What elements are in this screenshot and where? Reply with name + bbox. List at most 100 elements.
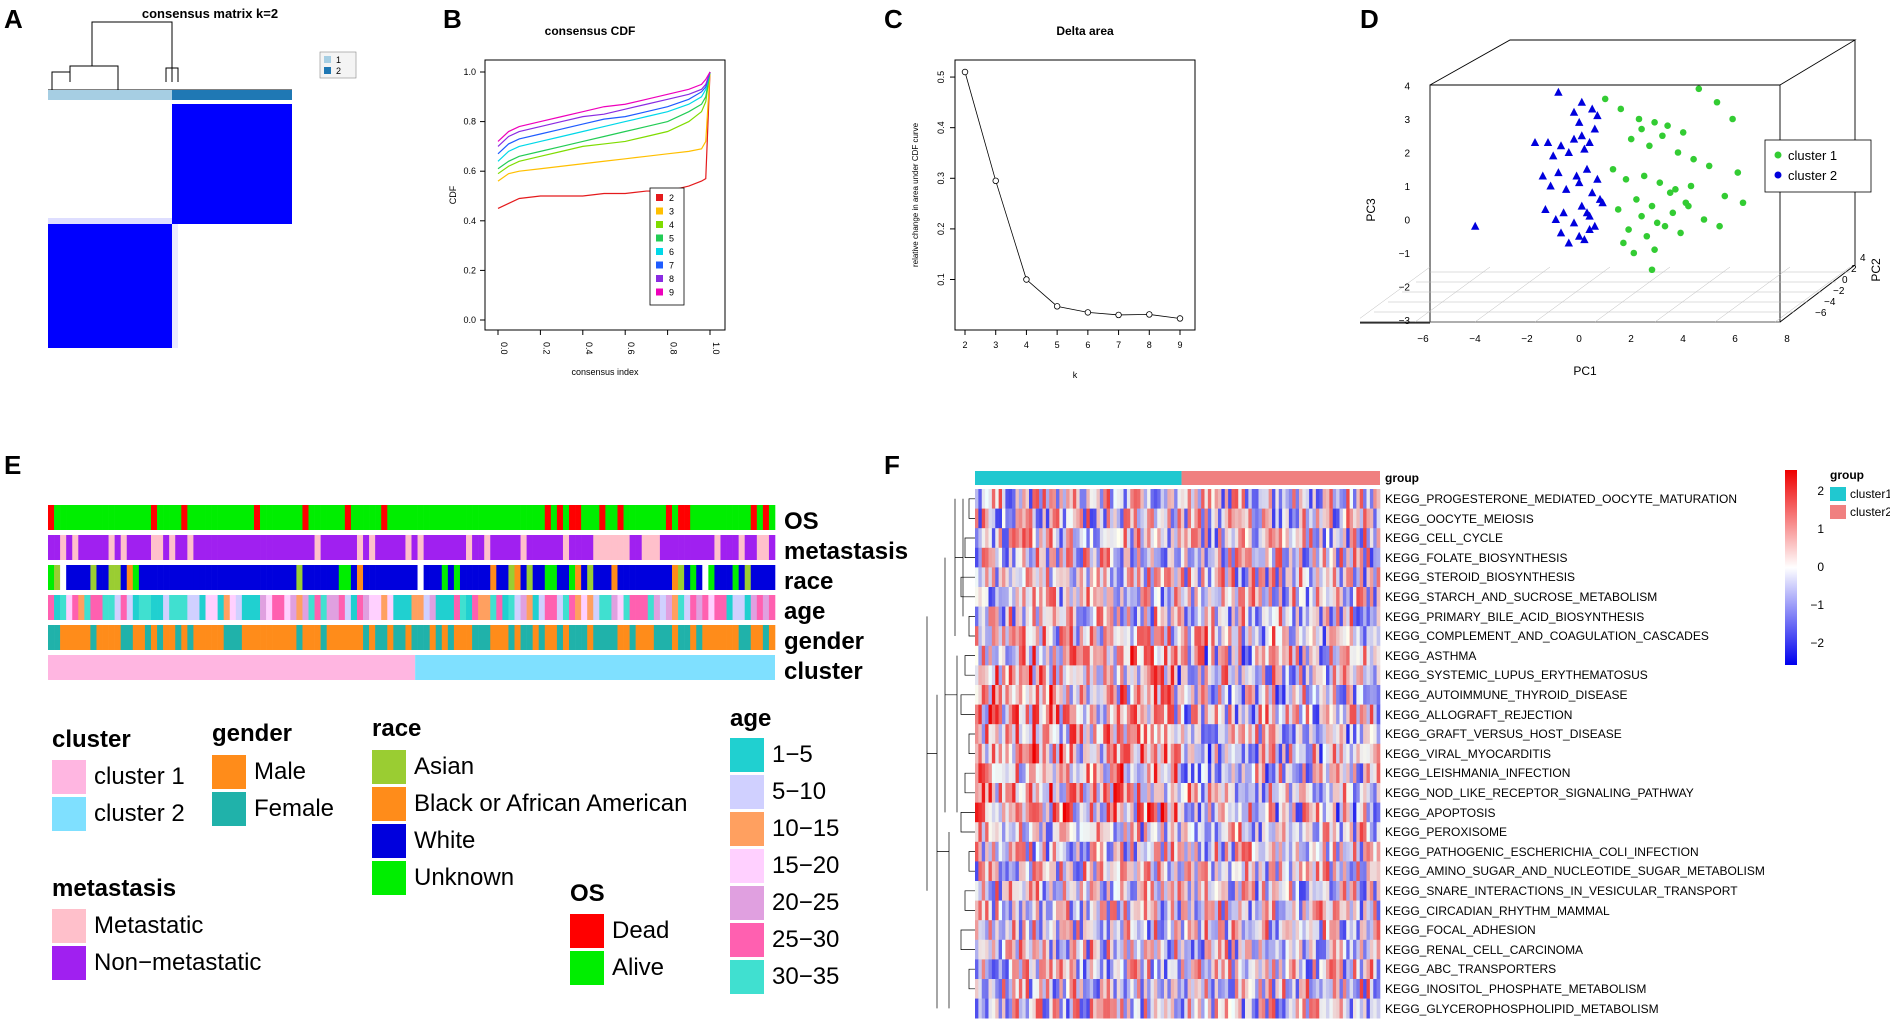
heatmap-cell bbox=[1207, 998, 1212, 1019]
heatmap-cell bbox=[1170, 743, 1175, 764]
heatmap-cell bbox=[1224, 861, 1229, 882]
heatmap-cell bbox=[1056, 763, 1060, 784]
heatmap-cell bbox=[1268, 979, 1273, 999]
kegg-row-label: KEGG_INOSITOL_PHOSPHATE_METABOLISM bbox=[1385, 982, 1647, 996]
heatmap-cell bbox=[1292, 841, 1296, 862]
heatmap-cell bbox=[1153, 900, 1158, 921]
heatmap-cell bbox=[1110, 685, 1114, 705]
track-cell bbox=[60, 625, 67, 650]
track-cell bbox=[556, 625, 564, 650]
heatmap-cell bbox=[1282, 567, 1286, 588]
heatmap-cell bbox=[1353, 998, 1357, 1019]
track-cell bbox=[556, 595, 564, 620]
heatmap-cell bbox=[1184, 783, 1188, 803]
heatmap-cell bbox=[1167, 626, 1172, 647]
heatmap-cell bbox=[995, 743, 999, 764]
heatmap-cell bbox=[1062, 881, 1067, 901]
heatmap-cell bbox=[975, 528, 979, 549]
heatmap-cell bbox=[1039, 587, 1043, 607]
heatmap-cell bbox=[1153, 822, 1158, 843]
heatmap-cell bbox=[1282, 743, 1286, 764]
heatmap-cell bbox=[1002, 802, 1006, 823]
track-cell bbox=[344, 625, 352, 650]
heatmap-cell bbox=[1147, 783, 1151, 803]
track-cell bbox=[266, 505, 273, 530]
heatmap-cell bbox=[1207, 508, 1212, 529]
heatmap-cell bbox=[1288, 822, 1293, 843]
heatmap-cell bbox=[1110, 979, 1114, 999]
heatmap-cell bbox=[1052, 508, 1057, 529]
heatmap-cell bbox=[1018, 489, 1023, 509]
heatmap-cell bbox=[1126, 822, 1131, 843]
heatmap-cell bbox=[1349, 665, 1354, 686]
pca-legend-label-2: cluster 2 bbox=[1788, 168, 1837, 183]
heatmap-cell bbox=[1076, 567, 1080, 588]
heatmap-cell bbox=[1032, 743, 1037, 764]
heatmap-cell bbox=[1012, 939, 1016, 960]
heatmap-cell bbox=[1164, 685, 1168, 705]
heatmap-cell bbox=[1255, 743, 1259, 764]
heatmap-cell bbox=[1373, 704, 1377, 725]
track-cell bbox=[472, 565, 479, 590]
heatmap-cell bbox=[1251, 763, 1256, 784]
heatmap-cell bbox=[1049, 567, 1053, 588]
heatmap-cell bbox=[1025, 900, 1030, 921]
delta-point-k6 bbox=[1084, 309, 1092, 316]
heatmap-cell bbox=[1106, 802, 1111, 823]
kegg-row-label: KEGG_STARCH_AND_SUCROSE_METABOLISM bbox=[1385, 590, 1658, 604]
track-cell bbox=[163, 565, 170, 590]
track-cell bbox=[90, 505, 97, 530]
track-cell bbox=[562, 505, 570, 530]
heatmap-cell bbox=[1126, 802, 1131, 823]
heatmap-cell bbox=[1180, 979, 1185, 999]
heatmap-cell bbox=[1356, 822, 1361, 843]
heatmap-cell bbox=[1214, 645, 1219, 666]
heatmap-cell bbox=[1268, 665, 1273, 686]
heatmap-cell bbox=[1241, 998, 1246, 1019]
heatmap-cell bbox=[1039, 645, 1043, 666]
track-cell bbox=[575, 625, 582, 650]
heatmap-cell bbox=[1106, 685, 1111, 705]
heatmap-cell bbox=[1147, 606, 1151, 627]
heatmap-cell bbox=[1285, 881, 1290, 901]
heatmap-cell bbox=[978, 743, 983, 764]
heatmap-cell bbox=[975, 685, 979, 705]
heatmap-cell bbox=[1275, 626, 1280, 647]
heatmap-cell bbox=[1025, 939, 1030, 960]
x-tick-label: 0.4 bbox=[584, 342, 594, 355]
heatmap-cell bbox=[1255, 881, 1259, 901]
heatmap-cell bbox=[1322, 685, 1327, 705]
heatmap-cell bbox=[1245, 998, 1249, 1019]
heatmap-cell bbox=[1211, 802, 1215, 823]
heatmap-cell bbox=[1238, 685, 1242, 705]
heatmap-cell bbox=[1224, 665, 1229, 686]
heatmap-cell bbox=[975, 998, 979, 1019]
heatmap-cell bbox=[1322, 528, 1327, 549]
heatmap-cell bbox=[1228, 802, 1232, 823]
heatmap-cell bbox=[1258, 489, 1263, 509]
heatmap-cell bbox=[1359, 783, 1364, 803]
heatmap-cell bbox=[1363, 900, 1367, 921]
heatmap-cell bbox=[1032, 645, 1037, 666]
track-cell bbox=[302, 595, 309, 620]
heatmap-cell bbox=[1207, 783, 1212, 803]
heatmap-cell bbox=[991, 645, 996, 666]
heatmap-cell bbox=[1126, 743, 1131, 764]
track-cell bbox=[199, 565, 206, 590]
track-cell bbox=[502, 565, 509, 590]
heatmap-cell bbox=[1336, 724, 1340, 745]
heatmap-cell bbox=[1207, 763, 1212, 784]
heatmap-cell bbox=[1251, 783, 1256, 803]
heatmap-cell bbox=[1376, 841, 1381, 862]
heatmap-cell bbox=[1103, 900, 1107, 921]
heatmap-cell bbox=[988, 547, 993, 568]
track-cell bbox=[726, 595, 733, 620]
heatmap-cell bbox=[1157, 802, 1161, 823]
heatmap-cell bbox=[1221, 881, 1226, 901]
heatmap-cell bbox=[1025, 665, 1030, 686]
heatmap-cell bbox=[1305, 567, 1310, 588]
heatmap-cell bbox=[1076, 587, 1080, 607]
heatmap-cell bbox=[1376, 724, 1381, 745]
heatmap-cell bbox=[1170, 900, 1175, 921]
